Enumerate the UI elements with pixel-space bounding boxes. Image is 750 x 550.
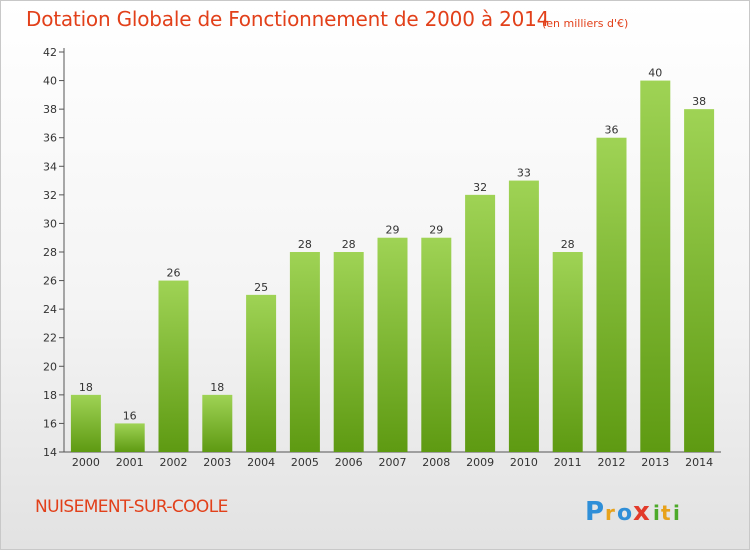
x-tick-label-2009: 2009: [466, 456, 494, 469]
value-label-2002: 26: [167, 267, 181, 280]
y-axis: 14 16 18 20 22 24 26 28 30 32 34 36 38 40 42: [43, 46, 65, 459]
y-tick-label: 40: [43, 75, 57, 88]
y-tick-label: 24: [43, 303, 57, 316]
value-label-2006: 28: [342, 238, 356, 251]
bar-2006: [333, 252, 364, 452]
logo-letter: t: [661, 501, 671, 525]
value-label-2008: 29: [429, 224, 443, 237]
value-label-2005: 28: [298, 238, 312, 251]
value-label-2009: 32: [473, 181, 487, 194]
value-label-2004: 25: [254, 281, 268, 294]
x-tick-label-2010: 2010: [510, 456, 538, 469]
y-tick-label: 18: [43, 389, 57, 402]
logo-letter: x: [633, 497, 650, 527]
logo-letter: i: [653, 501, 660, 525]
value-label-2003: 18: [210, 381, 224, 394]
bar-2003: [202, 394, 233, 452]
bar-2011: [552, 252, 583, 452]
x-tick-label-2012: 2012: [598, 456, 626, 469]
y-tick-label: 32: [43, 189, 57, 202]
x-tick-label-2005: 2005: [291, 456, 319, 469]
bar-2008: [421, 237, 452, 452]
y-tick-label: 34: [43, 160, 57, 173]
x-tick-label-2006: 2006: [335, 456, 363, 469]
bar-2012: [596, 137, 627, 452]
x-tick-label-2014: 2014: [685, 456, 713, 469]
y-tick-label: 26: [43, 275, 57, 288]
bars: [70, 80, 715, 453]
y-tick-label: 16: [43, 417, 57, 430]
y-tick-label: 28: [43, 246, 57, 259]
y-tick-label: 42: [43, 46, 57, 59]
bar-2014: [684, 109, 715, 453]
x-tick-label-2003: 2003: [203, 456, 231, 469]
chart-title: Dotation Globale de Fonctionnement de 20…: [26, 7, 550, 31]
chart-unit: (en milliers d'€): [542, 17, 629, 30]
value-labels: 18 16 26 18 25 28 28 29 29 32 33 28 36 40 38: [79, 67, 706, 423]
x-tick-label-2007: 2007: [379, 456, 407, 469]
x-tick-label-2013: 2013: [641, 456, 669, 469]
bar-2010: [508, 180, 539, 453]
y-tick-label: 36: [43, 132, 57, 145]
y-tick-label: 38: [43, 103, 57, 116]
x-tick-label-2002: 2002: [160, 456, 188, 469]
commune-name: NUISEMENT-SUR-COOLE: [35, 497, 228, 517]
y-tick-label: 20: [43, 360, 57, 373]
value-label-2007: 29: [386, 224, 400, 237]
value-label-2000: 18: [79, 381, 93, 394]
logo-letter: P: [585, 497, 604, 527]
y-tick-label: 14: [43, 446, 57, 459]
value-label-2011: 28: [561, 238, 575, 251]
bar-2005: [289, 252, 320, 452]
bar-2009: [465, 194, 496, 452]
y-tick-label: 22: [43, 332, 57, 345]
bar-2001: [114, 423, 145, 452]
x-tick-label-2000: 2000: [72, 456, 100, 469]
bar-2013: [640, 80, 671, 453]
bar-2004: [246, 294, 277, 452]
logo-letter: i: [673, 501, 680, 525]
bar-2007: [377, 237, 408, 452]
x-tick-label-2004: 2004: [247, 456, 275, 469]
value-label-2013: 40: [648, 67, 662, 80]
x-axis: 2000 2001 2002 2003 2004 2005 2006 2007 2008 2009…: [64, 451, 721, 469]
y-tick-label: 30: [43, 217, 57, 230]
bar-2002: [158, 280, 189, 452]
value-label-2001: 16: [123, 409, 137, 422]
x-tick-label-2008: 2008: [422, 456, 450, 469]
x-tick-label-2011: 2011: [554, 456, 582, 469]
logo-letter: r: [605, 501, 615, 525]
value-label-2014: 38: [692, 95, 706, 108]
value-label-2012: 36: [605, 124, 619, 137]
bar-2000: [70, 394, 101, 452]
value-label-2010: 33: [517, 167, 531, 180]
logo-letter: o: [617, 501, 632, 526]
x-tick-label-2001: 2001: [116, 456, 144, 469]
